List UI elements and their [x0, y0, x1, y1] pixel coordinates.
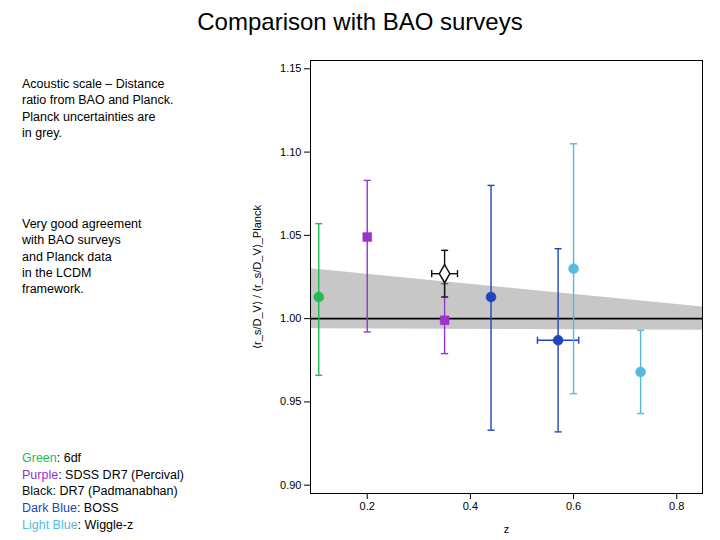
- html-text:Green: 6df: Green: 6df: [22, 450, 82, 465]
- svg-text:1.10: 1.10: [280, 146, 301, 158]
- svg-text:0.8: 0.8: [669, 500, 684, 512]
- html-text:Black: DR7 (Padmanabhan): Black: DR7 (Padmanabhan): [22, 484, 178, 499]
- svg-text:0.6: 0.6: [566, 500, 581, 512]
- svg-text:1.05: 1.05: [280, 229, 301, 241]
- svg-text:1.15: 1.15: [280, 62, 301, 74]
- svg-text:1.00: 1.00: [280, 312, 301, 324]
- html-text:Light Blue: Wiggle-z: Light Blue: Wiggle-z: [22, 518, 134, 533]
- html-text:Comparison with BAO surveys: Comparison with BAO surveys: [197, 8, 523, 35]
- svg-text:0.4: 0.4: [463, 500, 478, 512]
- svg-text:⟨r_s/D_V⟩ / ⟨r_s/D_V⟩_Planck: ⟨r_s/D_V⟩ / ⟨r_s/D_V⟩_Planck: [251, 205, 263, 349]
- svg-text:0.2: 0.2: [360, 500, 375, 512]
- html-text:Purple: SDSS DR7 (Percival): Purple: SDSS DR7 (Percival): [22, 467, 184, 482]
- svg-text:0.95: 0.95: [280, 395, 301, 407]
- html-text:Very good agreement with BAO s: Very good agreement with BAO surveys and…: [22, 217, 142, 296]
- svg-text:z: z: [504, 523, 510, 535]
- html-text:Acoustic scale – Distance rati: Acoustic scale – Distance ratio from BAO…: [22, 77, 174, 140]
- html-text:Dark Blue: BOSS: Dark Blue: BOSS: [22, 501, 119, 516]
- svg-text:0.90: 0.90: [280, 479, 301, 491]
